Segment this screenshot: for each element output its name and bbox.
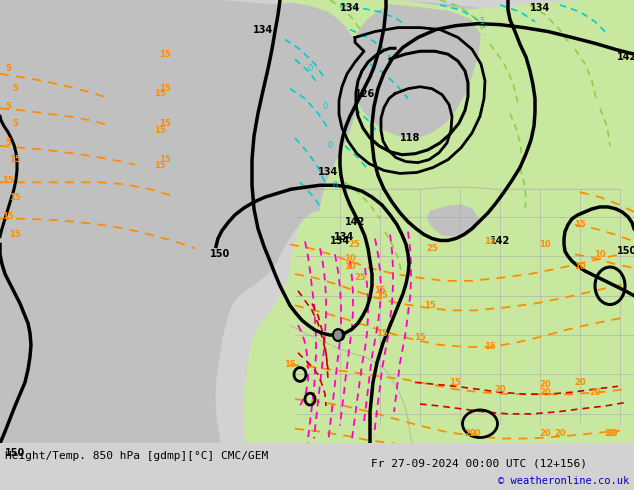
- Text: 134: 134: [530, 3, 550, 13]
- Text: 150: 150: [617, 246, 634, 256]
- Text: 20: 20: [539, 388, 551, 397]
- Text: 20: 20: [574, 378, 586, 387]
- Text: 15: 15: [414, 333, 426, 342]
- Text: 15: 15: [484, 343, 496, 351]
- Text: 15: 15: [9, 230, 21, 239]
- Text: 134: 134: [334, 231, 354, 242]
- Text: 25: 25: [354, 273, 366, 282]
- Text: 118: 118: [400, 133, 420, 143]
- Text: 5: 5: [5, 102, 11, 111]
- Text: 10: 10: [539, 240, 551, 249]
- Text: 142: 142: [345, 217, 365, 227]
- Text: 0: 0: [322, 102, 328, 111]
- Text: 10: 10: [574, 262, 586, 270]
- Text: 15: 15: [376, 291, 388, 300]
- Text: 15: 15: [284, 360, 296, 369]
- Text: Height/Temp. 850 hPa [gdmp][°C] CMC/GEM: Height/Temp. 850 hPa [gdmp][°C] CMC/GEM: [5, 451, 268, 461]
- Text: 15: 15: [449, 378, 461, 387]
- Polygon shape: [428, 205, 478, 237]
- Text: 5: 5: [12, 119, 18, 128]
- Text: 150: 150: [210, 249, 230, 259]
- Text: 134: 134: [253, 24, 273, 35]
- Text: 20: 20: [589, 388, 601, 397]
- Text: 25: 25: [348, 240, 360, 249]
- Polygon shape: [0, 0, 634, 443]
- Text: 15: 15: [159, 119, 171, 128]
- Polygon shape: [244, 0, 634, 443]
- Text: 25: 25: [426, 244, 438, 253]
- Text: 15: 15: [159, 84, 171, 93]
- Text: 5: 5: [5, 138, 11, 147]
- Text: © weatheronline.co.uk: © weatheronline.co.uk: [498, 476, 629, 486]
- Text: 5: 5: [5, 65, 11, 74]
- Text: 15: 15: [376, 329, 388, 338]
- Text: 20: 20: [539, 429, 551, 438]
- Text: 10: 10: [344, 254, 356, 263]
- Text: 142: 142: [490, 237, 510, 246]
- Text: -5: -5: [478, 17, 486, 26]
- Text: 15: 15: [9, 193, 21, 201]
- Text: 20: 20: [606, 429, 618, 438]
- Text: 5: 5: [12, 84, 18, 93]
- Text: 134: 134: [330, 237, 350, 246]
- Text: 0: 0: [332, 181, 338, 190]
- Text: Fr 27-09-2024 00:00 UTC (12+156): Fr 27-09-2024 00:00 UTC (12+156): [371, 458, 587, 468]
- Text: 150: 150: [5, 448, 25, 458]
- Text: 134: 134: [318, 168, 338, 177]
- Text: 15: 15: [159, 155, 171, 164]
- Text: 15: 15: [374, 286, 386, 295]
- Text: 20: 20: [494, 385, 506, 394]
- Text: 142: 142: [617, 52, 634, 62]
- Text: 10: 10: [344, 262, 356, 270]
- Polygon shape: [348, 5, 480, 138]
- Text: 20: 20: [469, 429, 481, 438]
- Text: 0: 0: [327, 141, 333, 150]
- Text: 15: 15: [574, 220, 586, 229]
- Text: 0: 0: [307, 65, 313, 74]
- Text: 15: 15: [2, 212, 14, 221]
- Text: 15: 15: [154, 89, 166, 98]
- Text: 10: 10: [594, 250, 606, 259]
- Text: 15: 15: [154, 161, 166, 170]
- Text: 134: 134: [340, 3, 360, 13]
- Ellipse shape: [333, 329, 343, 341]
- Text: 15: 15: [154, 125, 166, 135]
- Text: 20: 20: [604, 429, 616, 438]
- Text: 15: 15: [424, 301, 436, 310]
- Text: 20: 20: [464, 429, 476, 438]
- Text: 20: 20: [539, 380, 551, 389]
- Text: 15: 15: [9, 155, 21, 164]
- Text: 15: 15: [2, 176, 14, 185]
- Text: 20: 20: [554, 429, 566, 438]
- Text: 15: 15: [484, 237, 496, 246]
- Text: 15: 15: [159, 49, 171, 59]
- Text: 126: 126: [355, 89, 375, 98]
